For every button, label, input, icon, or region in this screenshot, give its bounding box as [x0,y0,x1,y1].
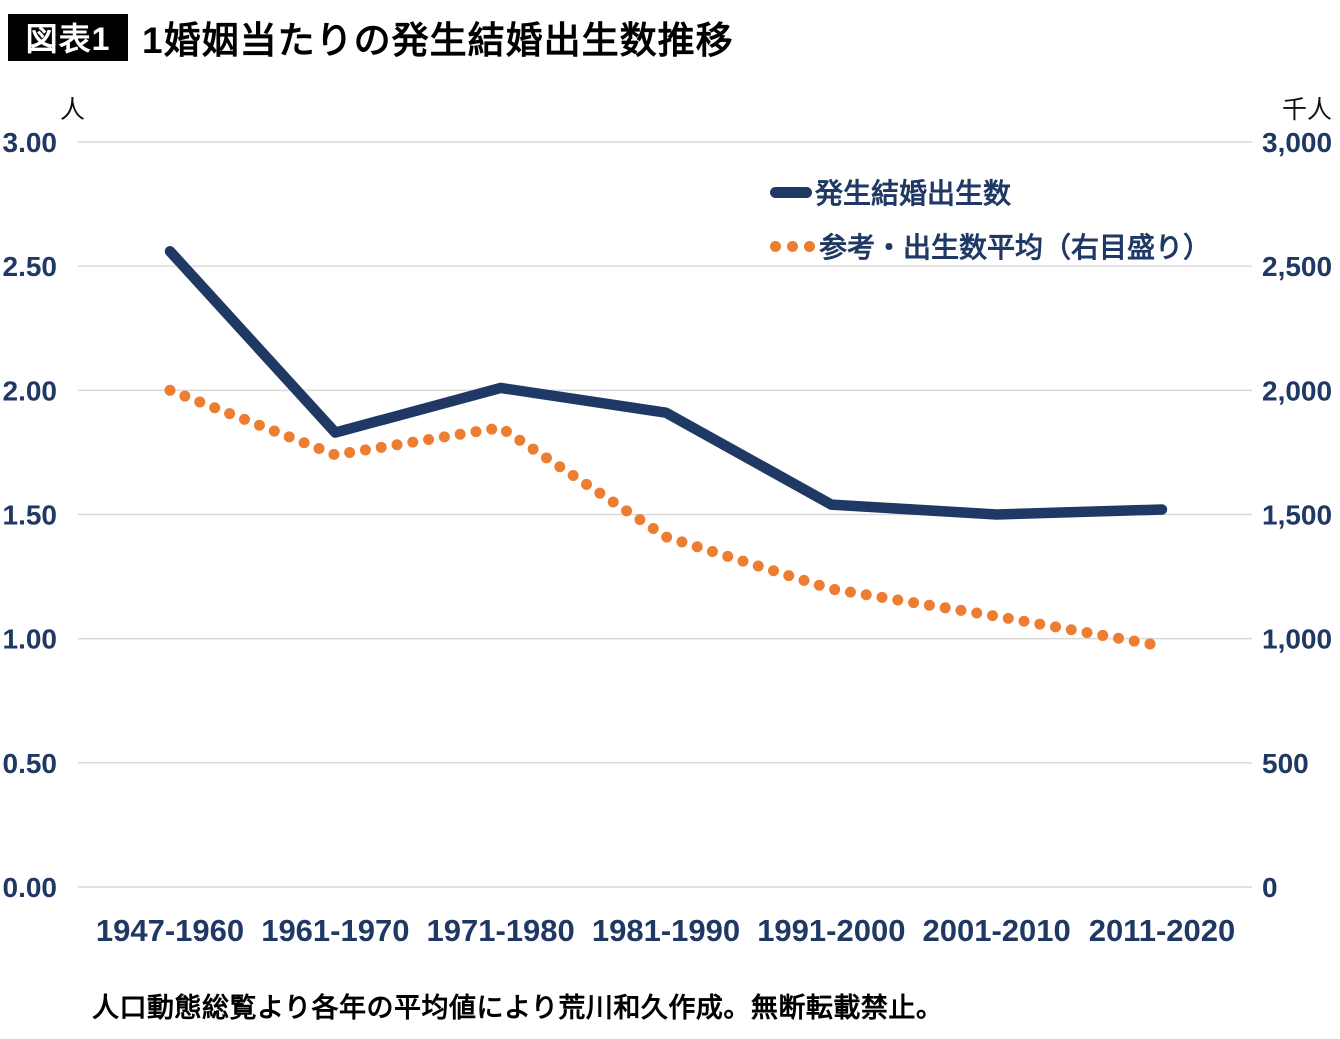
x-axis-label: 2011-2020 [1089,913,1236,948]
chart-canvas: 0.00 0 0.50 500 1.00 1,000 1.50 1,500 2.00 2,000 2… [3,127,1333,948]
legend-item-label: 発生結婚出生数 [815,178,1012,209]
x-axis-label: 1971-1980 [427,913,575,948]
x-axis-label: 1981-1990 [592,913,740,948]
left-axis-tick-label: 1.50 [3,500,58,531]
x-axis-label: 1961-1970 [261,913,409,948]
series-line-solid [164,246,1168,520]
source-caption: 人口動態総覧より各年の平均値により荒川和久作成。無断転載禁止。 [92,993,944,1023]
legend-line-swatch-icon [770,186,812,198]
left-axis-tick-label: 3.00 [3,127,58,158]
right-axis-tick-label: 0 [1262,872,1278,903]
x-axis-label: 1991-2000 [757,913,905,948]
figure-title: 1婚姻当たりの発生結婚出生数推移 [142,20,734,61]
legend-dots-swatch-icon [770,240,815,252]
right-axis-tick-label: 3,000 [1262,127,1332,158]
x-axis-label: 2001-2010 [923,913,1071,948]
left-axis-tick-label: 0.50 [3,748,58,779]
left-axis-tick-label: 2.50 [3,251,58,282]
right-axis-unit-label: 千人 [1282,96,1333,124]
left-axis-tick-label: 1.00 [3,624,58,655]
right-axis-tick-label: 1,500 [1262,500,1332,531]
legend-item-label: 参考・出生数平均（右目盛り） [819,232,1212,263]
dot-icon [804,240,815,252]
chart-legend: 発生結婚出生数 参考・出生数平均（右目盛り） [770,172,1211,280]
right-axis-tick-label: 2,500 [1262,251,1332,282]
legend-item: 参考・出生数平均（右目盛り） [770,226,1211,266]
left-axis-tick-label: 2.00 [3,375,58,406]
dot-icon [787,240,798,252]
x-axis-label: 1947-1960 [96,913,244,948]
right-axis-tick-label: 2,000 [1262,375,1332,406]
legend-item: 発生結婚出生数 [770,172,1211,212]
right-axis-tick-label: 500 [1262,748,1309,779]
left-axis-tick-label: 0.00 [3,872,58,903]
figure-header: 図表1 1婚姻当たりの発生結婚出生数推移 [8,10,734,64]
left-axis-unit-label: 人 [60,96,86,124]
right-axis-tick-label: 1,000 [1262,624,1332,655]
figure-badge: 図表1 [8,13,128,61]
series-line-dotted [164,384,1168,652]
dot-icon [770,240,781,252]
